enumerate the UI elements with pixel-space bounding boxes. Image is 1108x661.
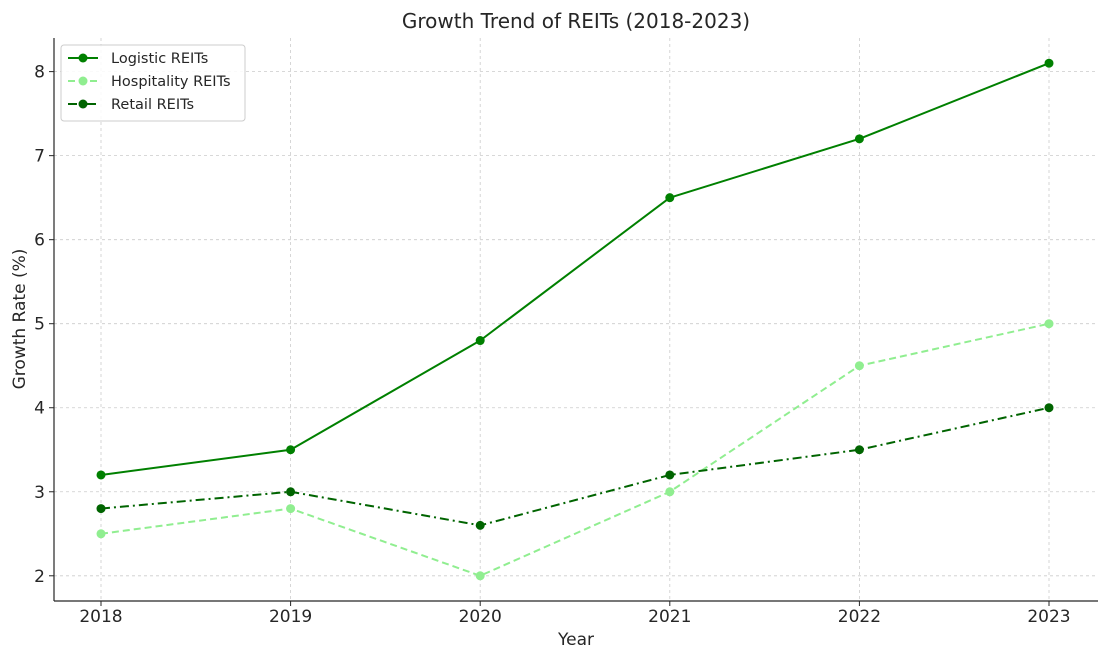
legend-label: Logistic REITs xyxy=(111,51,208,67)
data-point xyxy=(96,529,106,539)
chart-title: Growth Trend of REITs (2018-2023) xyxy=(402,9,750,33)
series-line xyxy=(100,322,1050,577)
y-tick-label: 3 xyxy=(34,483,45,503)
data-point xyxy=(665,470,675,480)
series-group xyxy=(96,58,1054,581)
series-hospitality-reits xyxy=(96,319,1054,581)
data-point xyxy=(286,445,296,455)
legend-marker xyxy=(78,76,88,86)
data-point xyxy=(1044,319,1054,329)
x-tick-label: 2019 xyxy=(269,607,312,627)
y-tick-label: 8 xyxy=(34,63,45,83)
y-tick-label: 7 xyxy=(34,147,45,167)
x-ticks: 2018 2019 2020 2021 2022 2023 xyxy=(79,601,1071,627)
data-point xyxy=(854,361,864,371)
data-point xyxy=(854,445,864,455)
series-retail-reits xyxy=(96,403,1054,530)
y-axis-label: Growth Rate (%) xyxy=(10,249,30,390)
data-point xyxy=(1044,58,1054,68)
y-tick-label: 5 xyxy=(34,315,45,335)
y-ticks: 2 3 4 5 6 7 8 xyxy=(34,63,54,587)
data-point xyxy=(1044,403,1054,413)
x-tick-label: 2023 xyxy=(1027,607,1070,627)
legend-label: Hospitality REITs xyxy=(111,74,231,90)
data-point xyxy=(854,134,864,144)
series-line xyxy=(100,406,1050,527)
y-tick-label: 6 xyxy=(34,231,45,251)
legend-box xyxy=(60,44,246,122)
series-line xyxy=(100,62,1050,476)
axes xyxy=(53,38,1098,602)
y-tick-label: 2 xyxy=(34,567,45,587)
legend-marker xyxy=(78,53,88,63)
series-logistic-reits xyxy=(96,58,1054,480)
grid xyxy=(54,38,1098,601)
x-tick-label: 2022 xyxy=(838,607,881,627)
data-point xyxy=(286,487,296,497)
data-point xyxy=(475,571,485,581)
data-point xyxy=(475,336,485,346)
data-point xyxy=(665,487,675,497)
data-point xyxy=(96,504,106,514)
x-tick-label: 2021 xyxy=(648,607,691,627)
x-tick-label: 2018 xyxy=(79,607,122,627)
x-axis-label: Year xyxy=(557,630,594,650)
y-tick-label: 4 xyxy=(34,399,45,419)
data-point xyxy=(475,520,485,530)
legend-label: Retail REITs xyxy=(111,97,194,113)
x-tick-label: 2020 xyxy=(459,607,502,627)
legend: Logistic REITs Hospitality REITs Retail RE… xyxy=(60,44,246,122)
data-point xyxy=(665,193,675,203)
data-point xyxy=(286,504,296,514)
data-point xyxy=(96,470,106,480)
legend-marker xyxy=(78,99,88,109)
